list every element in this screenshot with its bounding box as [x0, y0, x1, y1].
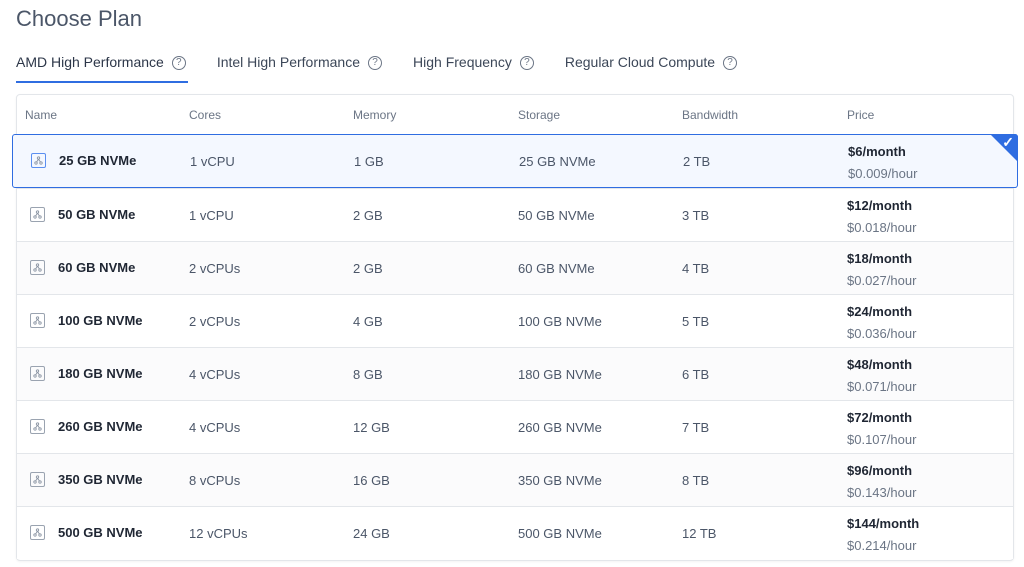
page-title: Choose Plan	[16, 6, 142, 31]
plan-memory: 12 GB	[353, 420, 390, 435]
plan-storage: 180 GB NVMe	[518, 367, 602, 382]
server-chip-icon	[30, 366, 45, 381]
checkmark-icon: ✓	[1002, 134, 1014, 150]
plan-storage: 260 GB NVMe	[518, 420, 602, 435]
tab-high-frequency[interactable]: High Frequency ?	[413, 54, 534, 82]
plan-row[interactable]: 60 GB NVMe 2 vCPUs 2 GB 60 GB NVMe 4 TB $18/m…	[17, 241, 1013, 294]
plan-row[interactable]: 500 GB NVMe 12 vCPUs 24 GB 500 GB NVMe 12 TB…	[17, 506, 1013, 559]
plan-bandwidth: 3 TB	[682, 208, 710, 223]
plan-tabs: AMD High Performance ? Intel High Perfor…	[16, 54, 768, 83]
header-cores: Cores	[189, 108, 222, 122]
plan-price: $96/month	[847, 463, 913, 478]
plan-memory: 2 GB	[353, 261, 383, 276]
plan-hourly-price: $0.027/hour	[847, 273, 917, 288]
plan-memory: 4 GB	[353, 314, 383, 329]
plan-hourly-price: $0.214/hour	[847, 538, 917, 553]
plan-price: $6/month	[848, 144, 906, 159]
plan-bandwidth: 7 TB	[682, 420, 710, 435]
server-chip-icon	[30, 260, 45, 275]
plan-bandwidth: 12 TB	[682, 526, 717, 541]
plan-name: 100 GB NVMe	[58, 313, 143, 328]
plan-memory: 8 GB	[353, 367, 383, 382]
plan-cores: 8 vCPUs	[189, 473, 241, 488]
header-name: Name	[25, 108, 58, 122]
question-circle-icon[interactable]: ?	[723, 56, 738, 70]
header-storage: Storage	[518, 108, 561, 122]
header-bandwidth: Bandwidth	[682, 108, 739, 122]
server-chip-icon	[30, 525, 45, 540]
plan-name: 50 GB NVMe	[58, 207, 136, 222]
server-chip-icon	[30, 472, 45, 487]
plan-name: 350 GB NVMe	[58, 472, 143, 487]
selected-corner	[990, 134, 1018, 162]
question-circle-icon[interactable]: ?	[171, 56, 186, 70]
plan-storage: 500 GB NVMe	[518, 526, 602, 541]
plan-bandwidth: 5 TB	[682, 314, 710, 329]
tab-label: High Frequency	[413, 54, 512, 70]
plan-price: $48/month	[847, 357, 913, 372]
tab-regular-cloud-compute[interactable]: Regular Cloud Compute ?	[564, 54, 738, 82]
tab-intel-high-performance[interactable]: Intel High Performance ?	[216, 54, 383, 82]
plan-bandwidth: 2 TB	[683, 154, 711, 169]
plan-cores: 12 vCPUs	[189, 526, 248, 541]
plan-price: $18/month	[847, 251, 913, 266]
server-chip-icon	[30, 313, 45, 328]
plan-price: $12/month	[847, 198, 913, 213]
plan-price: $72/month	[847, 410, 913, 425]
plan-row[interactable]: 50 GB NVMe 1 vCPU 2 GB 50 GB NVMe 3 TB $12/mo…	[17, 188, 1013, 241]
plan-bandwidth: 4 TB	[682, 261, 710, 276]
plan-cores: 2 vCPUs	[189, 314, 241, 329]
tab-label: Intel High Performance	[216, 54, 361, 70]
plan-storage: 50 GB NVMe	[518, 208, 595, 223]
plan-bandwidth: 6 TB	[682, 367, 710, 382]
plan-name: 260 GB NVMe	[58, 419, 143, 434]
plan-name: 60 GB NVMe	[58, 260, 136, 275]
plan-memory: 24 GB	[353, 526, 390, 541]
plan-memory: 16 GB	[353, 473, 390, 488]
plan-cores: 4 vCPUs	[189, 420, 241, 435]
plan-table: Name Cores Memory Storage Bandwidth Pric…	[12, 94, 1018, 561]
table-header: Name Cores Memory Storage Bandwidth Pric…	[17, 95, 1013, 133]
plan-price: $24/month	[847, 304, 913, 319]
plan-cores: 4 vCPUs	[189, 367, 241, 382]
plan-hourly-price: $0.107/hour	[847, 432, 917, 447]
plan-memory: 1 GB	[354, 154, 384, 169]
plan-cores: 1 vCPU	[189, 208, 234, 223]
server-chip-icon	[30, 207, 45, 222]
plan-hourly-price: $0.018/hour	[847, 220, 917, 235]
plan-memory: 2 GB	[353, 208, 383, 223]
plan-row[interactable]: 350 GB NVMe 8 vCPUs 16 GB 350 GB NVMe 8 TB $9…	[17, 453, 1013, 506]
plan-hourly-price: $0.009/hour	[848, 166, 918, 181]
header-memory: Memory	[353, 108, 397, 122]
plan-name: 500 GB NVMe	[58, 525, 143, 540]
plan-row[interactable]: 25 GB NVMe 1 vCPU 1 GB 25 GB NVMe 2 TB $6/mon…	[12, 134, 1018, 188]
plan-cores: 2 vCPUs	[189, 261, 241, 276]
tab-amd-high-performance[interactable]: AMD High Performance ?	[16, 54, 188, 83]
plan-name: 25 GB NVMe	[59, 153, 137, 168]
tab-label: Regular Cloud Compute	[564, 54, 716, 70]
plan-cores: 1 vCPU	[190, 154, 235, 169]
plan-price: $144/month	[847, 516, 920, 531]
plan-storage: 25 GB NVMe	[519, 154, 596, 169]
plan-storage: 60 GB NVMe	[518, 261, 595, 276]
plan-storage: 100 GB NVMe	[518, 314, 602, 329]
plan-bandwidth: 8 TB	[682, 473, 710, 488]
server-chip-icon	[31, 153, 46, 168]
tab-label: AMD High Performance	[16, 54, 164, 70]
plan-row[interactable]: 180 GB NVMe 4 vCPUs 8 GB 180 GB NVMe 6 TB $48…	[17, 347, 1013, 400]
plan-row[interactable]: 260 GB NVMe 4 vCPUs 12 GB 260 GB NVMe 7 TB $7…	[17, 400, 1013, 453]
plan-name: 180 GB NVMe	[58, 366, 143, 381]
plan-storage: 350 GB NVMe	[518, 473, 602, 488]
header-price: Price	[847, 108, 875, 122]
plan-row[interactable]: 100 GB NVMe 2 vCPUs 4 GB 100 GB NVMe 5 TB $24…	[17, 294, 1013, 347]
plan-hourly-price: $0.071/hour	[847, 379, 917, 394]
question-circle-icon[interactable]: ?	[368, 56, 383, 70]
server-chip-icon	[30, 419, 45, 434]
plan-hourly-price: $0.143/hour	[847, 485, 917, 500]
plan-hourly-price: $0.036/hour	[847, 326, 917, 341]
question-circle-icon[interactable]: ?	[519, 56, 534, 70]
